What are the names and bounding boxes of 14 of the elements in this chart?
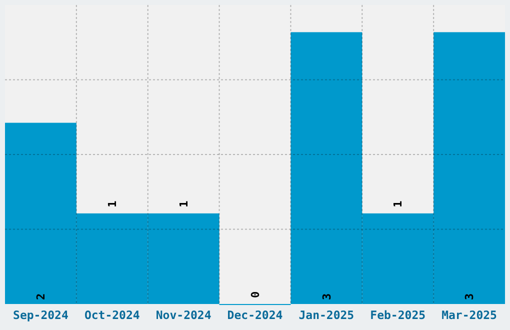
data-label: 3 bbox=[463, 293, 476, 300]
data-label: 1 bbox=[106, 200, 119, 208]
x-tick-label: Dec-2024 bbox=[227, 308, 283, 322]
data-label: 1 bbox=[177, 200, 190, 208]
x-tick-label: Feb-2025 bbox=[370, 308, 426, 322]
data-label: 2 bbox=[34, 293, 48, 300]
x-tick-label: Mar-2025 bbox=[442, 308, 498, 322]
x-tick-label: Nov-2024 bbox=[156, 308, 212, 322]
x-tick-label: Jan-2025 bbox=[298, 308, 354, 322]
x-tick-label: Oct-2024 bbox=[84, 308, 140, 322]
data-label: 0 bbox=[248, 291, 262, 298]
x-tick-label: Sep-2024 bbox=[13, 308, 68, 322]
data-label: 3 bbox=[320, 293, 334, 300]
data-label: 1 bbox=[392, 200, 405, 208]
